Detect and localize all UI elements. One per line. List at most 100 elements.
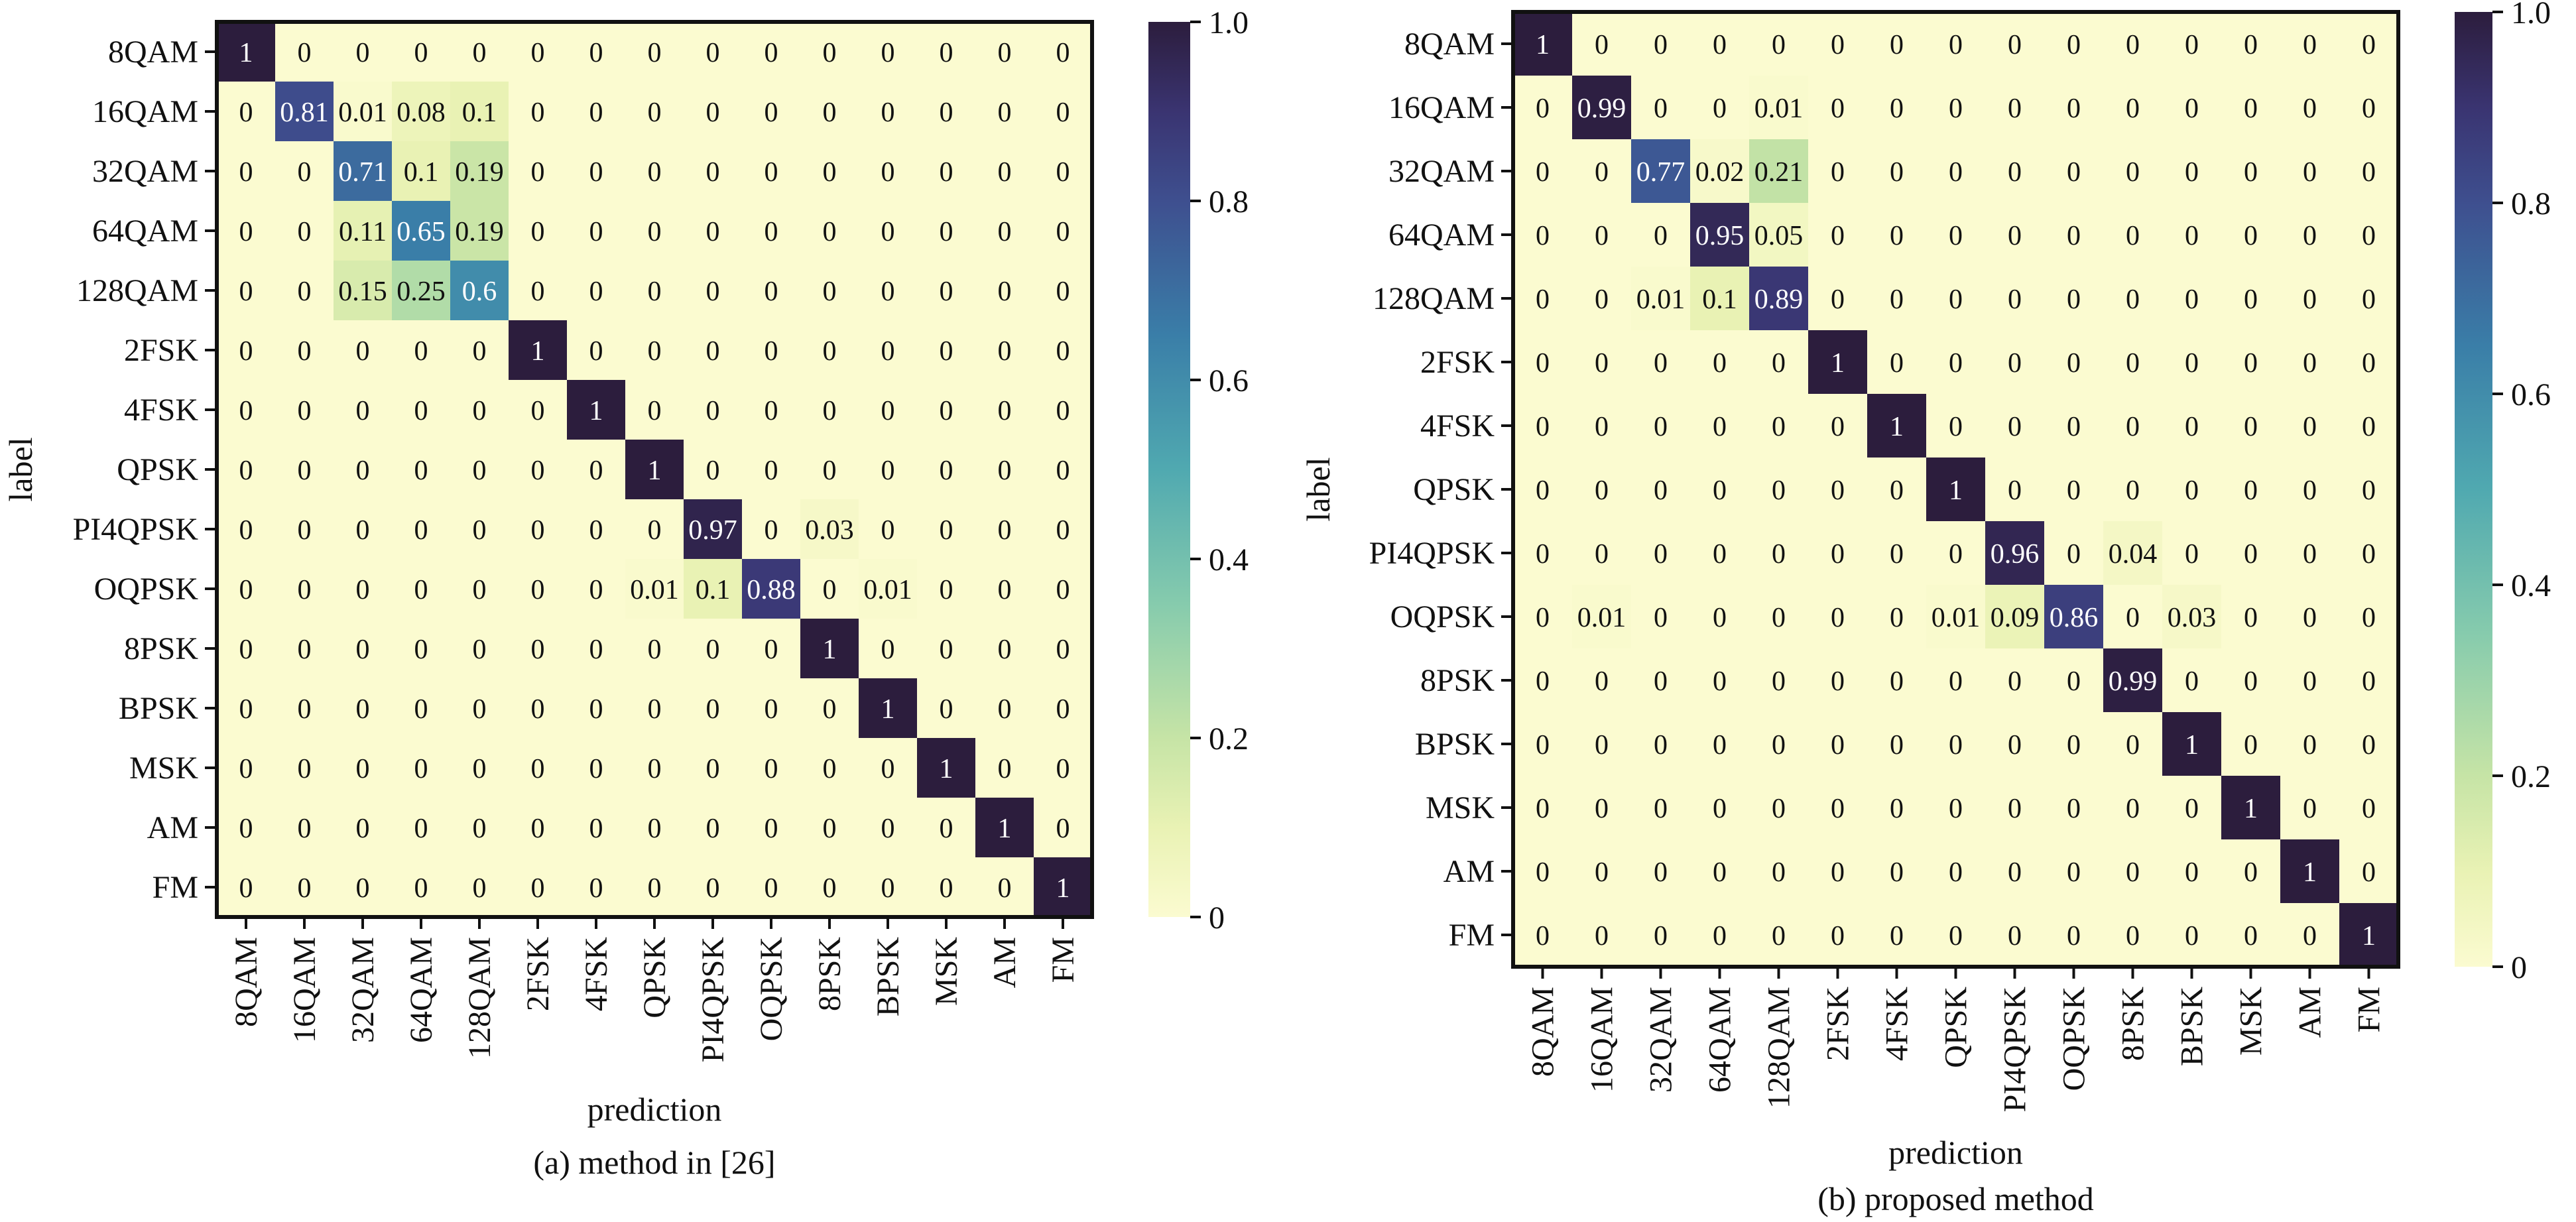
heatmap-cell-value: 0 (414, 336, 428, 367)
heatmap-cell-value: 0 (531, 814, 545, 844)
heatmap-cell-value: 0 (1713, 30, 1727, 60)
heatmap-cell (975, 619, 1034, 679)
heatmap-cell (1867, 76, 1927, 140)
heatmap-cell (975, 499, 1034, 560)
heatmap-cell-value: 0 (648, 515, 662, 546)
heatmap-cell-value: 0 (2244, 730, 2258, 761)
heatmap-cell-value: 0 (1595, 539, 1609, 570)
heatmap-cell-value: 0 (2008, 284, 2022, 315)
row-tick-label: 8PSK (1420, 663, 1495, 698)
heatmap-cell-value: 0 (2362, 30, 2376, 60)
heatmap-cell (2103, 903, 2163, 967)
heatmap-cell (1631, 330, 1691, 395)
heatmap-cell-value: 0 (1831, 603, 1845, 633)
heatmap-cell-value: 0 (881, 97, 895, 128)
heatmap-cell-value: 0 (414, 873, 428, 904)
heatmap-cell-value: 0 (2126, 93, 2140, 124)
row-tick-label: 64QAM (1388, 217, 1495, 253)
heatmap-cell-value: 0 (2303, 284, 2317, 315)
heatmap-cell (217, 22, 276, 82)
heatmap-cell (1572, 139, 1632, 204)
heatmap-cell (684, 320, 743, 381)
heatmap-cell-value: 0 (473, 754, 487, 784)
heatmap-cell (567, 798, 626, 858)
heatmap-cell (275, 738, 334, 798)
heatmap-cell-value: 0 (823, 873, 837, 904)
heatmap-cell (392, 201, 451, 261)
heatmap-cell-value: 0 (765, 276, 778, 307)
heatmap-cell (2103, 585, 2163, 649)
heatmap-cell (800, 559, 859, 619)
column-tick-label: 4FSK (579, 937, 614, 1011)
heatmap-cell-value: 0 (940, 694, 953, 725)
heatmap-cell-value: 0 (2185, 93, 2199, 124)
heatmap-cell (2339, 139, 2399, 204)
heatmap-cell (275, 201, 334, 261)
heatmap-cell-value: 0 (1713, 921, 1727, 951)
heatmap-cell (1690, 76, 1750, 140)
heatmap-cell (625, 619, 684, 679)
heatmap-cell-value: 0 (765, 157, 778, 188)
heatmap-cell (2339, 712, 2399, 776)
heatmap-cell-value: 0 (239, 515, 253, 546)
heatmap-cell-value: 0 (2303, 221, 2317, 251)
heatmap-cell-value: 0.19 (455, 157, 504, 188)
heatmap-cell-value: 0 (1890, 475, 1904, 506)
heatmap-cell-value: 0 (2126, 412, 2140, 442)
heatmap-cell-value: 0 (2126, 730, 2140, 761)
column-tick-labels-a: 8QAM 16QAM 32QAM 64QAM 128QAM 2FSK 4FSK QPSK PI4… (229, 917, 1081, 1062)
heatmap-cell-value: 0 (2126, 157, 2140, 188)
heatmap-cell-value: 0 (1056, 276, 1070, 307)
heatmap-cell-value: 0 (356, 575, 370, 605)
heatmap-cell (450, 440, 509, 500)
y-axis-label-a: label (2, 437, 39, 501)
heatmap-cell-value: 0 (1772, 30, 1786, 60)
heatmap-cell-value: 0 (648, 276, 662, 307)
heatmap-cell-value: 0 (1949, 539, 1963, 570)
heatmap-cell-value: 0 (2303, 348, 2317, 379)
heatmap-cell (1926, 776, 1986, 840)
heatmap-cell-value: 0 (998, 97, 1012, 128)
heatmap-cell-value: 0 (1772, 603, 1786, 633)
heatmap-cell (217, 82, 276, 142)
heatmap-cell (1631, 139, 1691, 204)
heatmap-cell (859, 619, 918, 679)
heatmap-cell (217, 619, 276, 679)
colorbar-gradient-b (2455, 12, 2492, 967)
heatmap-cell-value: 0 (2067, 348, 2081, 379)
heatmap-cell-value: 0 (414, 635, 428, 665)
heatmap-cell (975, 798, 1034, 858)
heatmap-cell-value: 0 (765, 217, 778, 247)
heatmap-cell-value: 0 (1056, 694, 1070, 725)
heatmap-cell-value: 0 (1713, 93, 1727, 124)
heatmap-cell-value: 0.01 (1636, 284, 1686, 315)
heatmap-cell (1985, 903, 2045, 967)
heatmap-cell (1572, 776, 1632, 840)
heatmap-cell-value: 0 (298, 396, 312, 426)
heatmap-cell-value: 0 (2362, 157, 2376, 188)
heatmap-cell (217, 559, 276, 619)
heatmap-cell (450, 857, 509, 918)
heatmap-cell (800, 440, 859, 500)
row-tick-label: 128QAM (76, 273, 198, 308)
heatmap-cell (2044, 267, 2104, 331)
heatmap-cell-value: 0 (2126, 475, 2140, 506)
heatmap-cell-value: 0 (1713, 348, 1727, 379)
heatmap-cell-labels-a: 1 0 0 0 0 0 0 0 0 0 0 0 0 0 00 0.81 0.01 0.08 0.1 0 0 0 0 0 0 0 0 0… (239, 38, 1070, 904)
heatmap-cell (684, 82, 743, 142)
heatmap-cell (1749, 521, 1809, 585)
column-tick-label: OQPSK (754, 937, 789, 1042)
heatmap-cell (275, 141, 334, 202)
heatmap-cell (800, 619, 859, 679)
heatmap-cell-value: 0.71 (338, 157, 387, 188)
heatmap-cell-value: 0 (648, 157, 662, 188)
heatmap-cell-value: 0 (1056, 336, 1070, 367)
heatmap-cell (2044, 712, 2104, 776)
heatmap-cell-value: 0 (1536, 857, 1550, 888)
heatmap-cell-value: 0 (1713, 666, 1727, 697)
heatmap-cell (859, 380, 918, 440)
row-tick-label: FM (1449, 918, 1495, 953)
heatmap-cell-value: 0 (2067, 93, 2081, 124)
heatmap-cell-value: 0 (473, 396, 487, 426)
heatmap-cell-value: 1 (998, 814, 1012, 844)
